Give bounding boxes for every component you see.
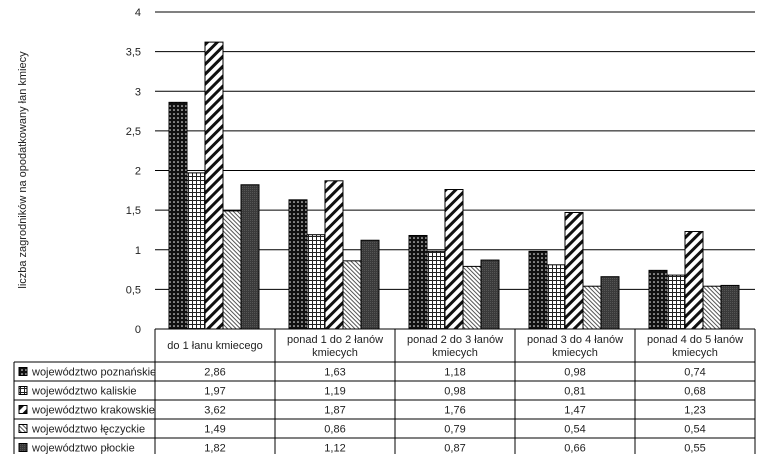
y-tick-label: 2 [135,166,141,178]
data-value-label: 1,19 [324,386,345,398]
bar [528,250,548,330]
x-category-label: ponad 3 do 4 łanów [527,334,623,346]
data-value-label: 3,62 [204,405,225,417]
y-tick-label: 1 [135,245,141,257]
data-value-label: 0,79 [444,424,465,436]
y-tick-label: 0,5 [126,284,141,296]
data-value-label: 1,49 [204,424,225,436]
y-tick-labels: 0 0,5 1 1,5 2 2,5 3 3,5 4 [126,7,141,336]
bar [720,284,740,330]
legend-swatch [18,443,28,452]
y-tick-label: 3,5 [126,47,141,59]
bar [426,250,446,330]
bar [324,180,344,330]
data-value-label: 1,12 [324,443,345,455]
legend-swatch [18,367,28,376]
data-table: do 1 łanu kmiecego ponad 1 do 2 łanówkmie… [13,329,756,458]
legend-swatch [18,405,28,414]
data-value-label: 0,68 [684,386,705,398]
data-value-label: 0,74 [684,367,705,379]
data-value-label: 0,86 [324,424,345,436]
y-tick-label: 3 [135,86,141,98]
x-category-label: do 1 łanu kmiecego [167,340,262,352]
legend-swatch [18,424,28,433]
data-value-label: 2,86 [204,367,225,379]
bar [408,234,428,330]
legend-label: województwo łęczyckie [31,424,145,436]
bar [684,231,704,330]
bar [306,234,326,330]
bar [288,199,308,330]
bar [342,260,362,330]
bar [204,41,224,330]
bars [168,41,740,330]
bar [360,239,380,330]
x-category-label: kmiecych [312,347,358,359]
y-tick-label: 4 [135,7,141,19]
bar [666,274,686,330]
x-category-label: kmiecych [552,347,598,359]
legend-label: województwo kaliskie [31,386,137,398]
x-category-label: ponad 2 do 3 łanów [407,334,503,346]
legend-swatch [18,386,28,395]
x-category-label: ponad 4 do 5 łanów [647,334,743,346]
bar [582,285,602,330]
bar [462,265,482,330]
legend-label: województwo płockie [31,443,135,455]
bar [168,101,188,330]
bar [480,259,500,330]
data-value-label: 0,81 [564,386,585,398]
data-value-label: 1,23 [684,405,705,417]
y-axis-title: liczba zagrodników na opodatkowany łan k… [17,51,29,289]
x-category-label: ponad 1 do 2 łanów [287,334,383,346]
data-value-label: 0,87 [444,443,465,455]
bar [564,212,584,330]
bar [648,269,668,330]
legend-label: województwo krakowskie [31,405,155,417]
data-value-label: 1,82 [204,443,225,455]
data-value-label: 0,55 [684,443,705,455]
bar [600,276,620,330]
x-category-label: kmiecych [672,347,718,359]
bar [240,184,260,330]
bar [702,285,722,330]
data-value-label: 0,98 [444,386,465,398]
y-tick-label: 0 [135,324,141,336]
y-tick-label: 2,5 [126,126,141,138]
data-value-label: 1,63 [324,367,345,379]
data-value-label: 1,18 [444,367,465,379]
x-category-label: kmiecych [432,347,478,359]
bar [222,210,242,330]
data-value-label: 1,87 [324,405,345,417]
bar [444,189,464,330]
data-value-label: 1,76 [444,405,465,417]
legend-label: województwo poznańskie [31,367,156,379]
data-value-label: 1,47 [564,405,585,417]
data-value-label: 0,54 [564,424,585,436]
data-value-label: 0,98 [564,367,585,379]
data-value-label: 1,97 [204,386,225,398]
bar [546,264,566,330]
bar [186,172,206,330]
data-value-label: 0,66 [564,443,585,455]
y-tick-label: 1,5 [126,205,141,217]
data-value-label: 0,54 [684,424,705,436]
